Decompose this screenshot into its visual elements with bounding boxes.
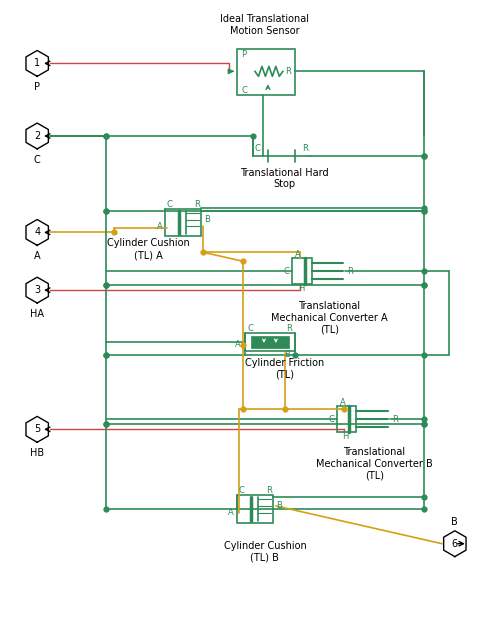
Text: 6: 6 [452,539,458,549]
Text: P: P [241,50,246,59]
Bar [251,336,289,348]
Text: C: C [34,155,41,165]
Text: 3: 3 [34,285,40,295]
Text: HB: HB [30,448,44,458]
Text: 2: 2 [34,131,40,141]
Text: R: R [286,324,292,334]
Text: Translational
Mechanical Converter A
(TL): Translational Mechanical Converter A (TL… [271,301,388,334]
Text: C: C [248,324,254,334]
Text: P: P [34,82,40,92]
Text: B: B [451,517,458,527]
Text: C: C [255,144,261,153]
Text: A: A [157,222,163,231]
Text: 4: 4 [34,228,40,237]
Text: C: C [241,86,247,95]
Text: C: C [238,487,244,495]
Text: R: R [266,487,272,495]
Text: Cylinder Cushion
(TL) B: Cylinder Cushion (TL) B [224,541,306,562]
Text: Ideal Translational
Motion Sensor: Ideal Translational Motion Sensor [220,14,310,35]
Bar [292,259,311,284]
Text: A: A [235,340,241,349]
Text: A: A [34,251,41,262]
Text: Cylinder Friction
(TL): Cylinder Friction (TL) [245,358,324,379]
Text: C: C [284,267,290,276]
Text: Translational Hard
Stop: Translational Hard Stop [241,168,329,189]
Text: A: A [339,398,345,407]
Text: C: C [167,200,172,209]
Text: Translational
Mechanical Converter B
(TL): Translational Mechanical Converter B (TL… [316,447,433,480]
Text: A: A [228,508,234,517]
Text: B: B [276,502,282,510]
Text: A: A [295,250,301,259]
Bar [245,333,295,351]
Text: 5: 5 [34,424,40,435]
Text: R: R [392,415,398,424]
Text: C: C [329,415,334,424]
Text: H: H [298,283,304,293]
Text: 1: 1 [34,58,40,68]
Text: Cylinder Cushion
(TL) A: Cylinder Cushion (TL) A [107,239,190,260]
Text: R: R [194,200,200,209]
Bar [237,50,295,95]
Text: R: R [302,144,308,153]
Bar [166,208,201,236]
Bar [336,407,357,432]
Text: HA: HA [30,309,44,319]
Text: R: R [285,67,291,76]
Bar [237,495,273,523]
Text: R: R [347,267,353,276]
Text: H: H [342,432,349,441]
Text: B: B [284,350,290,359]
Text: B: B [204,215,210,224]
